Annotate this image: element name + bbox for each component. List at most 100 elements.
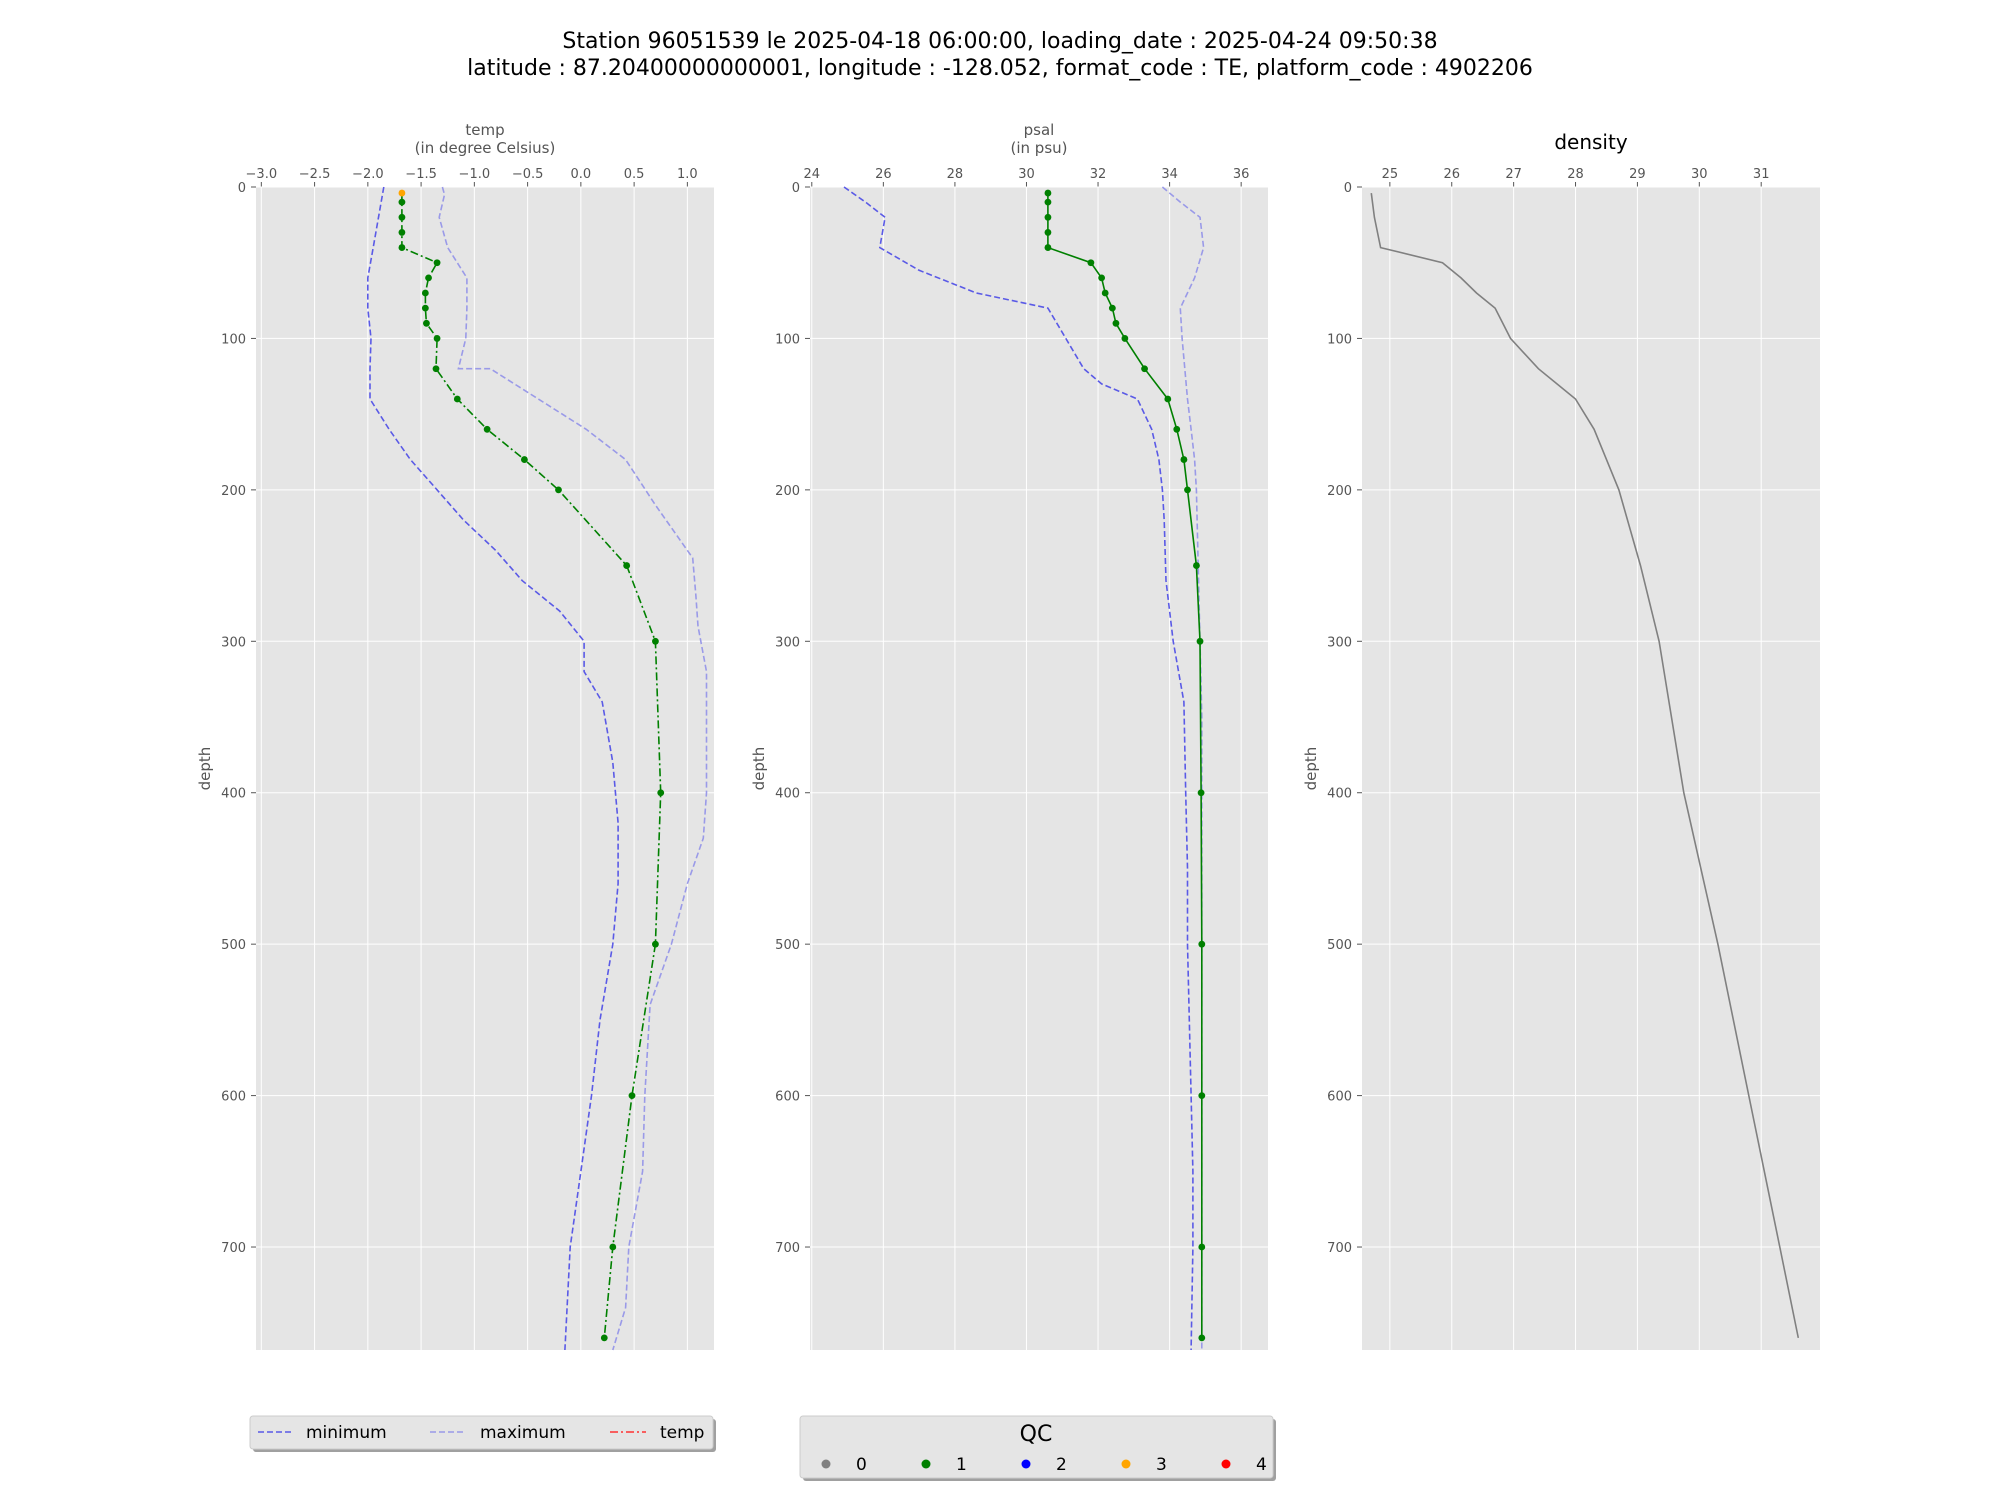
temp-minimum-line [366,186,619,1351]
psal-x-tick-label: 26 [875,167,892,182]
legend-temp-label: temp [660,1423,704,1443]
temp-x-tick-label: −0.5 [512,167,544,182]
psal-qc-point [1044,189,1052,197]
psal-qc-point [1198,1334,1206,1342]
temp-qc-point [521,456,528,463]
temp-qc-point [433,335,441,342]
psal-qc-point [1108,304,1116,312]
psal-plot-area [810,187,1268,1350]
psal-y-tick-label: 600 [775,1090,800,1105]
density-y-tick-label: 200 [1327,484,1352,499]
temp-y-tick-label: 500 [221,938,246,953]
psal-qc-point [1044,244,1052,251]
density-x-tick-label: 30 [1691,167,1708,182]
temp-qc-point [609,1243,617,1251]
temp-qc-point [398,229,406,236]
qc-legend-marker-2 [1021,1459,1031,1469]
density-x-tick-label: 28 [1567,167,1584,182]
density-x-tick-label: 29 [1629,167,1646,182]
psal-x-tick-label: 32 [1090,167,1107,182]
psal-y-tick-label: 400 [775,787,800,802]
qc-legend-marker-3 [1121,1459,1131,1469]
psal-minimum-line [843,186,1194,1351]
density-axis-title: density [1554,130,1627,154]
temp-qc-point [483,425,491,433]
qc-legend-items: 0 1 2 3 4 [821,1455,1267,1475]
psal-qc-point [1141,365,1148,373]
density-y-tick-label: 700 [1327,1241,1352,1256]
temp-qc-point [398,189,406,197]
psal-qc-point [1098,274,1106,282]
temp-qc-point [423,319,430,327]
qc-legend-marker-1 [921,1459,931,1469]
psal-x-tick-label: 24 [804,167,821,182]
density-y-tick-label: 500 [1327,938,1352,953]
temp-qc-point [398,198,406,206]
temp-y-tick-label: 200 [221,484,246,499]
density-y-tick-label: 300 [1327,635,1352,650]
temp-qc-point [657,789,665,797]
temp-qc-point [421,304,429,312]
temp-qc-point [600,1334,608,1342]
psal-x-tick-label: 34 [1161,167,1178,182]
psal-maximum-line [1161,186,1205,1350]
psal-qc-point [1112,319,1120,327]
temp-qc-point [623,562,631,569]
temp-qc-point [652,940,659,948]
psal-x-tick-label: 28 [947,167,964,182]
temp-qc-point [433,259,441,267]
temp-qc-point [398,213,406,221]
psal-qc-point [1197,789,1205,797]
temp-x-tick-label: −1.0 [459,167,491,182]
qc-legend-marker-0 [821,1459,831,1469]
density-plot-area [1362,187,1820,1350]
density-panel: 25 26 27 28 29 30 31 0 100 200 300 400 500 600 700 dens… [1302,130,1820,1350]
qc-legend-label-4: 4 [1256,1455,1267,1475]
temp-x-tick-label: −3.0 [246,167,278,182]
psal-qc-point [1087,259,1095,267]
qc-legend-marker-4 [1221,1459,1231,1469]
temp-y-axis-label: depth [196,747,214,791]
psal-qc-point [1101,289,1109,297]
density-y-axis-label: depth [1302,747,1320,791]
temp-y-tick-label: 100 [221,332,246,347]
temp-maximum-line [438,186,708,1351]
psal-y-tick-label: 100 [775,332,800,347]
series-legend-box [249,1415,714,1450]
density-y-tick-label: 400 [1327,787,1352,802]
temp-x-tick-label: −2.5 [299,167,331,182]
temp-qc-point [628,1092,636,1099]
density-x-tick-label: 31 [1753,167,1770,182]
psal-x-tick-label: 30 [1018,167,1035,182]
temp-x-tick-label: −2.0 [352,167,384,182]
psal-qc-point [1044,229,1052,236]
psal-panel: 24 26 28 30 32 34 36 0 100 200 300 400 500 600 700 psal… [750,121,1268,1351]
density-x-tick-label: 25 [1382,167,1399,182]
temp-x-tick-label: 0.0 [571,167,592,182]
density-density-line [1370,192,1800,1339]
psal-qc-point [1193,562,1200,569]
temp-qc-point [652,637,659,645]
psal-y-tick-label: 500 [775,938,800,953]
density-y-tick-label: 0 [1344,181,1352,196]
temp-qc-point [421,289,429,297]
qc-legend-label-1: 1 [956,1455,967,1475]
qc-legend-title: QC [1020,1422,1053,1447]
psal-y-tick-label: 200 [775,484,800,499]
temp-panel: −3.0 −2.5 −2.0 −1.5 −1.0 −0.5 0.0 0.5 1.0 0 100 200… [196,121,714,1351]
psal-y-tick-label: 0 [792,181,800,196]
psal-qc-point [1196,637,1204,645]
psal-x-axis-unit: (in psu) [1011,139,1068,157]
temp-qc-point [425,274,432,282]
qc-legend-label-0: 0 [856,1455,867,1475]
temp-y-tick-label: 400 [221,787,246,802]
figure-title-line-2: latitude : 87.20400000000001, longitude … [467,56,1533,81]
psal-x-axis-label: psal [1024,121,1055,139]
temp-y-tick-label: 700 [221,1241,246,1256]
psal-y-tick-label: 700 [775,1241,800,1256]
psal-qc-point [1198,1243,1206,1251]
qc-legend: QC 0 1 2 3 4 [799,1415,1276,1481]
temp-qc-point [453,395,461,403]
legend-minimum-label: minimum [306,1423,387,1443]
